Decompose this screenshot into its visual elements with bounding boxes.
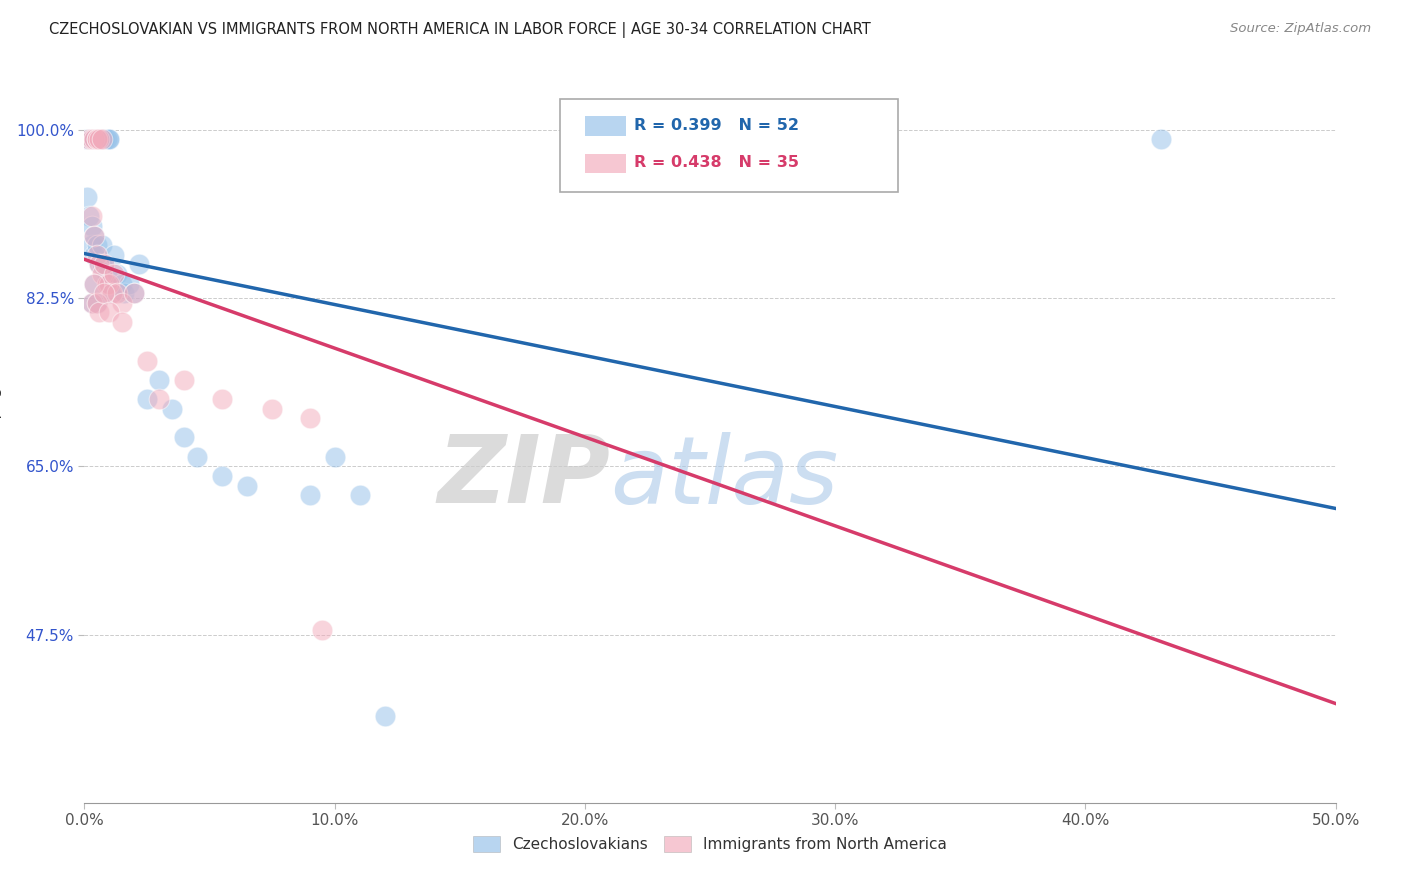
Bar: [585, 117, 626, 136]
Point: [86, 295, 108, 310]
Point: [90, 132, 112, 146]
Point: [83, 132, 105, 146]
Point: [98, 277, 121, 291]
Point: [89, 132, 111, 146]
Point: [349, 488, 371, 502]
Point: [80, 132, 103, 146]
Legend: Czechoslovakians, Immigrants from North America: Czechoslovakians, Immigrants from North …: [467, 830, 953, 858]
Point: [93, 257, 115, 271]
Point: [89, 257, 111, 271]
Point: [128, 257, 150, 271]
Point: [103, 267, 125, 281]
Point: [124, 286, 146, 301]
Point: [86, 295, 108, 310]
Point: [111, 277, 134, 291]
Point: [90, 132, 112, 146]
Point: [112, 286, 135, 301]
Point: [136, 353, 159, 368]
Point: [96, 267, 118, 281]
Point: [374, 709, 396, 723]
Point: [111, 315, 134, 329]
Point: [83, 277, 105, 291]
Point: [262, 401, 284, 416]
Point: [103, 248, 125, 262]
Text: Source: ZipAtlas.com: Source: ZipAtlas.com: [1230, 22, 1371, 36]
Text: CZECHOSLOVAKIAN VS IMMIGRANTS FROM NORTH AMERICA IN LABOR FORCE | AGE 30-34 CORR: CZECHOSLOVAKIAN VS IMMIGRANTS FROM NORTH…: [49, 22, 870, 38]
Point: [136, 392, 159, 406]
Point: [111, 295, 134, 310]
Point: [101, 286, 124, 301]
Point: [211, 392, 233, 406]
Point: [98, 277, 121, 291]
Point: [186, 450, 208, 464]
Point: [89, 305, 111, 319]
Point: [90, 257, 112, 271]
FancyBboxPatch shape: [560, 99, 898, 192]
Point: [90, 132, 112, 146]
Point: [80, 132, 103, 146]
Point: [105, 286, 128, 301]
Point: [86, 132, 108, 146]
Point: [160, 401, 183, 416]
Point: [79, 132, 101, 146]
Point: [80, 219, 103, 233]
Point: [236, 478, 259, 492]
Point: [90, 267, 112, 281]
Point: [86, 132, 108, 146]
Point: [80, 132, 103, 146]
Point: [298, 411, 321, 425]
Point: [80, 209, 103, 223]
Point: [89, 132, 111, 146]
Point: [173, 430, 195, 444]
Point: [96, 132, 118, 146]
Text: atlas: atlas: [610, 432, 838, 523]
Point: [105, 267, 128, 281]
Text: ZIP: ZIP: [437, 431, 610, 523]
Point: [86, 132, 108, 146]
Point: [89, 257, 111, 271]
Point: [80, 295, 103, 310]
Point: [90, 238, 112, 252]
Point: [76, 190, 98, 204]
Point: [101, 286, 124, 301]
Text: R = 0.399   N = 52: R = 0.399 N = 52: [634, 118, 799, 133]
Point: [83, 132, 105, 146]
Point: [148, 392, 170, 406]
Point: [76, 132, 98, 146]
Point: [298, 488, 321, 502]
Point: [98, 132, 121, 146]
Point: [96, 277, 118, 291]
Bar: [585, 153, 626, 173]
Point: [98, 305, 121, 319]
Point: [83, 132, 105, 146]
Point: [148, 373, 170, 387]
Y-axis label: In Labor Force | Age 30-34: In Labor Force | Age 30-34: [0, 323, 1, 542]
Point: [323, 450, 346, 464]
Point: [83, 228, 105, 243]
Point: [83, 228, 105, 243]
Point: [574, 161, 596, 176]
Point: [89, 132, 111, 146]
Point: [93, 257, 115, 271]
Point: [93, 286, 115, 301]
Point: [98, 132, 121, 146]
Point: [80, 295, 103, 310]
Point: [1149, 132, 1171, 146]
Point: [80, 238, 103, 252]
Point: [311, 623, 333, 637]
Point: [211, 469, 233, 483]
Point: [83, 248, 105, 262]
Point: [83, 277, 105, 291]
Point: [86, 238, 108, 252]
Point: [79, 209, 101, 223]
Point: [173, 373, 195, 387]
Text: R = 0.438   N = 35: R = 0.438 N = 35: [634, 155, 799, 169]
Point: [93, 132, 115, 146]
Point: [86, 248, 108, 262]
Point: [79, 132, 101, 146]
Point: [118, 277, 141, 291]
Point: [124, 286, 146, 301]
Point: [86, 132, 108, 146]
